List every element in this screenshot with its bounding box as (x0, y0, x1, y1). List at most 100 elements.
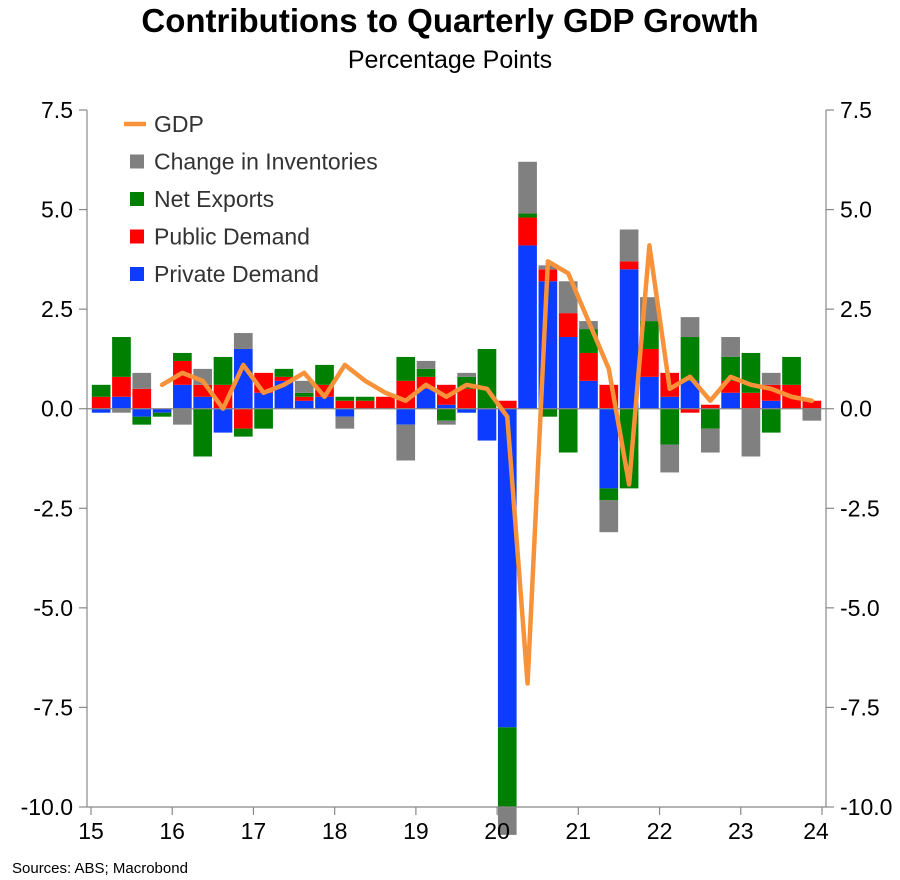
bar-public-demand-2021Q1 (579, 352, 598, 381)
bar-private-demand-2021Q1 (579, 380, 598, 409)
bar-change-in-inventories-2020Q1 (497, 807, 517, 835)
bar-net-exports-2020Q4 (558, 408, 578, 453)
bar-private-demand-2019Q2 (437, 404, 456, 409)
bar-net-exports-2020Q1 (497, 727, 517, 807)
legend-label-gdp: GDP (154, 111, 204, 137)
y-tick-label-right: -7.5 (840, 694, 880, 720)
bar-change-in-inventories-2022Q2 (680, 317, 700, 338)
bar-private-demand-2021Q3 (619, 269, 639, 409)
x-tick-label: 15 (78, 818, 104, 844)
bar-public-demand-2016Q4 (233, 408, 253, 429)
bar-private-demand-2015Q1 (91, 408, 111, 413)
bar-net-exports-2015Q1 (91, 384, 111, 397)
y-tick-label-left: 0.0 (41, 396, 73, 422)
bar-net-exports-2022Q1 (660, 408, 680, 445)
bar-private-demand-2022Q1 (660, 396, 680, 409)
bar-net-exports-2017Q3 (294, 392, 314, 397)
bar-public-demand-2023Q4 (802, 400, 822, 409)
bar-net-exports-2016Q1 (173, 352, 192, 361)
bar-public-demand-2020Q1 (497, 400, 517, 409)
bar-private-demand-2021Q2 (599, 408, 619, 489)
bar-net-exports-2016Q3 (213, 356, 233, 385)
bar-private-demand-2015Q4 (152, 408, 172, 413)
bar-net-exports-2020Q3 (538, 408, 558, 417)
source-note: Sources: ABS; Macrobond (12, 860, 188, 877)
bar-private-demand-2020Q1 (497, 408, 517, 728)
bar-change-in-inventories-2021Q2 (599, 500, 619, 533)
bar-change-in-inventories-2023Q1 (741, 408, 761, 457)
bar-public-demand-2017Q3 (294, 396, 314, 401)
x-tick-label: 21 (566, 818, 592, 844)
bar-net-exports-2018Q4 (396, 356, 416, 381)
bar-private-demand-2016Q1 (173, 384, 192, 409)
bar-private-demand-2017Q1 (254, 392, 273, 409)
bar-layer (91, 161, 822, 835)
bar-change-in-inventories-2016Q1 (173, 408, 192, 425)
bar-net-exports-2015Q3 (132, 416, 152, 425)
y-tick-label-right: -2.5 (840, 495, 880, 521)
bar-change-in-inventories-2018Q4 (396, 424, 416, 461)
bar-net-exports-2021Q4 (640, 321, 659, 349)
x-tick-label: 19 (403, 818, 429, 844)
bar-public-demand-2016Q2 (193, 384, 213, 397)
y-tick-label-left: 7.5 (41, 97, 73, 123)
bar-public-demand-2023Q1 (741, 392, 761, 409)
x-tick-label: 17 (241, 818, 267, 844)
bar-change-in-inventories-2022Q3 (700, 428, 720, 453)
bar-private-demand-2016Q2 (193, 396, 213, 409)
bar-net-exports-2016Q4 (233, 428, 253, 437)
bar-private-demand-2019Q3 (457, 408, 476, 413)
bar-change-in-inventories-2022Q1 (660, 444, 680, 473)
bar-net-exports-2023Q3 (782, 356, 801, 385)
bar-change-in-inventories-2023Q2 (761, 372, 781, 385)
bar-public-demand-2022Q3 (700, 404, 720, 409)
bar-net-exports-2017Q2 (274, 368, 294, 377)
bar-public-demand-2021Q3 (619, 261, 639, 270)
bar-private-demand-2015Q3 (132, 408, 152, 417)
bar-private-demand-2017Q4 (315, 396, 334, 409)
bar-public-demand-2020Q4 (558, 313, 578, 338)
x-tick-label: 16 (159, 818, 185, 844)
gdp-line (159, 243, 815, 686)
x-tick-label: 24 (803, 818, 829, 844)
chart-subtitle: Percentage Points (347, 46, 553, 74)
bar-net-exports-2021Q2 (599, 488, 619, 501)
legend-swatch-private-demand (130, 267, 144, 281)
bar-change-in-inventories-2017Q3 (294, 380, 314, 393)
chart-title: Contributions to Quarterly GDP Growth (141, 2, 759, 39)
bar-public-demand-2018Q1 (335, 400, 355, 409)
bar-public-demand-2022Q4 (721, 380, 740, 393)
legend-swatch-public-demand (130, 229, 144, 244)
bar-private-demand-2022Q2 (680, 380, 700, 409)
bar-private-demand-2020Q2 (518, 245, 537, 409)
y-tick-label-left: 5.0 (41, 197, 73, 223)
bar-private-demand-2021Q4 (640, 376, 659, 409)
bar-public-demand-2018Q3 (376, 396, 395, 409)
legend-label-change-in-inventories: Change in Inventories (154, 149, 378, 175)
bar-private-demand-2016Q4 (233, 348, 253, 409)
y-tick-label-left: -5.0 (33, 595, 73, 621)
bar-net-exports-2022Q2 (680, 337, 700, 381)
legend-swatch-net-exports (130, 192, 144, 206)
bar-private-demand-2019Q1 (416, 388, 436, 409)
bar-net-exports-2022Q3 (700, 408, 720, 429)
bar-public-demand-2015Q1 (91, 396, 111, 409)
bar-change-in-inventories-2015Q2 (112, 408, 131, 413)
bar-net-exports-2017Q1 (254, 408, 273, 429)
bar-public-demand-2022Q2 (680, 408, 700, 413)
y-tick-label-right: 0.0 (840, 396, 872, 422)
bar-net-exports-2015Q2 (112, 337, 131, 377)
bar-private-demand-2023Q2 (761, 400, 781, 409)
y-tick-label-right: 5.0 (840, 197, 872, 223)
bar-change-in-inventories-2016Q4 (233, 333, 253, 349)
legend-label-private-demand: Private Demand (154, 261, 319, 287)
bar-private-demand-2018Q4 (396, 408, 416, 425)
bar-change-in-inventories-2022Q4 (721, 337, 740, 357)
bar-private-demand-2022Q4 (721, 392, 740, 409)
bar-net-exports-2015Q4 (152, 412, 172, 417)
bar-net-exports-2018Q2 (355, 396, 375, 401)
y-tick-label-left: -10.0 (21, 794, 73, 820)
bar-public-demand-2015Q3 (132, 388, 152, 409)
y-tick-label-left: -2.5 (33, 495, 73, 521)
